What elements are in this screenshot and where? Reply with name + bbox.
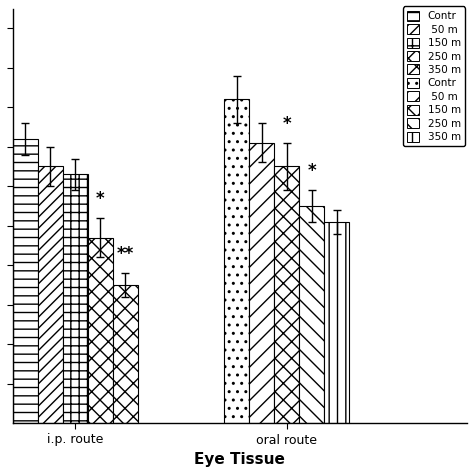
Bar (37, 166, 63, 423)
Bar (63, 174, 88, 423)
Bar (12, 139, 37, 423)
Text: **: ** (117, 245, 134, 263)
X-axis label: Eye Tissue: Eye Tissue (194, 452, 285, 467)
Bar (88, 237, 113, 423)
Bar (224, 100, 249, 423)
Text: *: * (96, 190, 105, 208)
Bar (274, 166, 300, 423)
Bar (249, 143, 274, 423)
Text: *: * (308, 162, 316, 180)
Legend: Contr,  50 m, 150 m, 250 m, 350 m, Contr,  50 m, 150 m, 250 m, 350 m: Contr, 50 m, 150 m, 250 m, 350 m, Contr,… (403, 7, 465, 146)
Bar (113, 285, 138, 423)
Bar (324, 222, 349, 423)
Text: *: * (283, 115, 291, 133)
Bar (300, 206, 324, 423)
